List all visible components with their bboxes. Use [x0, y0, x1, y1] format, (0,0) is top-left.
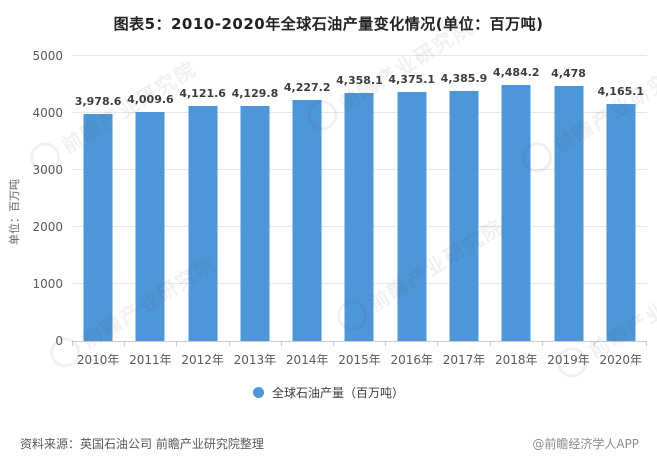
y-tick-label: 3000 [32, 163, 63, 177]
bar-column: 3,978.6 [72, 56, 124, 341]
axis-tick [595, 342, 648, 346]
axis-tick [386, 342, 439, 346]
bar-value-label: 3,978.6 [74, 95, 122, 109]
bar [344, 92, 374, 341]
axis-tick [125, 342, 178, 346]
bar-value-label: 4,484.2 [492, 66, 540, 80]
bar-column: 4,121.6 [177, 56, 229, 341]
axis-tick [177, 342, 230, 346]
axis-tick [230, 342, 282, 346]
chart-title: 图表5：2010-2020年全球石油产量变化情况(单位：百万吨) [113, 15, 544, 33]
bar [501, 85, 531, 341]
plot-area: 0 1000 2000 3000 4000 5000 3,978.6 4,009.6 4,121… [32, 49, 647, 348]
legend-marker-icon [252, 387, 264, 398]
bar-column: 4,129.8 [229, 56, 281, 341]
bar [292, 100, 322, 341]
bar [83, 114, 113, 341]
bar-column: 4,358.1 [333, 56, 385, 341]
source-note: 资料来源：英国石油公司 前瞻产业研究院整理 [20, 437, 264, 451]
bar [240, 105, 270, 341]
bar [449, 91, 479, 341]
y-tick-label: 2000 [32, 220, 63, 234]
x-tick-label: 2014年 [285, 353, 329, 367]
bar-value-label: 4,227.2 [283, 81, 331, 95]
axis-tick [438, 342, 491, 346]
x-tick-label: 2012年 [181, 353, 224, 367]
y-tick-label: 4000 [32, 106, 63, 120]
bar-column: 4,385.9 [438, 56, 490, 341]
bar-column: 4,478 [542, 56, 594, 341]
x-tick-label: 2016年 [390, 353, 433, 367]
bar-value-label: 4,375.1 [388, 72, 436, 86]
y-axis-title: 单位：百万吨 [8, 179, 21, 245]
x-tick-label: 2020年 [599, 353, 643, 367]
y-tick-label: 5000 [32, 49, 63, 63]
bar-value-label: 4,121.6 [179, 87, 226, 101]
bar-column: 4,227.2 [281, 56, 333, 341]
credit-note: @前瞻经济学人APP [532, 437, 639, 451]
legend: 全球石油产量（百万吨） [0, 384, 657, 401]
x-axis-labels: 2010年 2011年 2012年 2013年 2014年 2015年 2016年 2017年… [72, 346, 647, 368]
bar-column: 4,375.1 [386, 56, 438, 341]
bar [397, 91, 427, 341]
bar-value-label: 4,129.8 [231, 86, 279, 100]
axis-tick [543, 342, 595, 346]
bar-column: 4,165.1 [595, 56, 647, 341]
x-tick-label: 2019年 [547, 353, 590, 367]
bar-column: 4,484.2 [490, 56, 542, 341]
axis-tick [282, 342, 334, 346]
bar [135, 112, 165, 341]
bar-value-label: 4,165.1 [597, 84, 645, 98]
x-tick-label: 2018年 [494, 353, 538, 367]
y-gridline [72, 55, 647, 56]
y-tick-label: 1000 [32, 277, 63, 291]
x-axis-ticks [72, 342, 648, 346]
bar [554, 85, 584, 341]
bar [188, 106, 218, 341]
x-tick-label: 2011年 [129, 353, 172, 367]
bar-value-label: 4,009.6 [127, 93, 174, 107]
bar-value-label: 4,385.9 [440, 72, 488, 86]
bar-value-label: 4,358.1 [336, 73, 383, 87]
bar-chart: 单位：百万吨 0 1000 2000 3000 4000 5000 3,978.6 4,009… [0, 49, 657, 368]
bar-value-label: 4,478 [551, 66, 586, 80]
bar-column: 4,009.6 [124, 56, 176, 341]
bar [606, 103, 636, 341]
y-tick-label: 0 [55, 334, 63, 348]
x-tick-label: 2010年 [76, 353, 120, 367]
axis-tick [72, 342, 126, 346]
axis-tick [334, 342, 387, 346]
bars-container: 3,978.6 4,009.6 4,121.6 4,129.8 4,227.2 4,358… [72, 56, 647, 341]
x-tick-label: 2013年 [233, 353, 277, 367]
x-tick-label: 2015年 [338, 353, 381, 367]
x-tick-label: 2017年 [442, 353, 486, 367]
legend-label: 全球石油产量（百万吨） [271, 386, 404, 400]
axis-tick [491, 342, 543, 346]
